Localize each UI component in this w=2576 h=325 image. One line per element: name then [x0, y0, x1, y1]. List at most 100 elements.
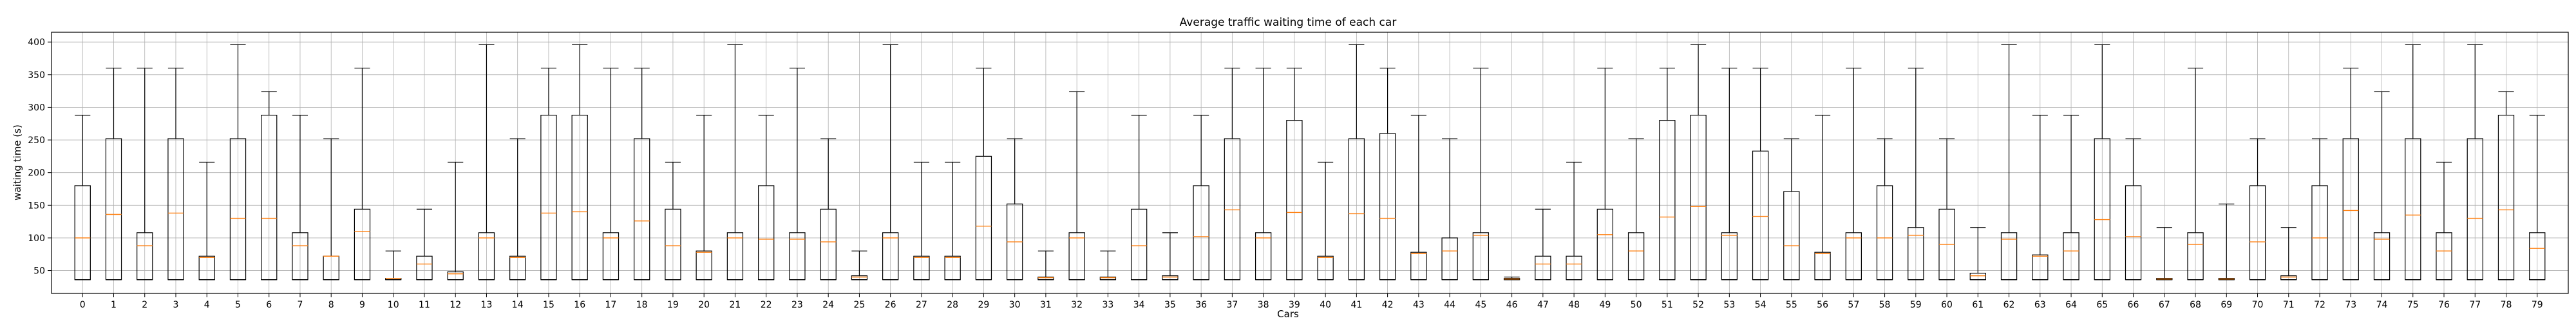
box-plot-car-76: [2436, 161, 2452, 281]
box-rect: [447, 271, 464, 281]
box-rect: [137, 232, 153, 281]
box-rect: [1566, 255, 1582, 281]
box-rect: [2032, 254, 2049, 281]
x-tick-label: 51: [1662, 300, 1673, 310]
y-tick-label: 400: [28, 37, 45, 48]
box-rect: [74, 185, 91, 281]
x-tick-label: 3: [173, 300, 179, 310]
box-rect: [2125, 185, 2142, 281]
y-tick-label: 200: [28, 168, 45, 179]
box-plot-car-35: [1162, 232, 1179, 281]
grid-lines: [52, 32, 2568, 293]
box-plot-car-29: [975, 68, 992, 281]
x-tick-label: 4: [204, 300, 210, 310]
box-plot-car-39: [1286, 68, 1303, 281]
x-tick-label: 69: [2221, 300, 2232, 310]
box-rect: [1255, 232, 1272, 281]
x-axis-label: Cars: [1277, 308, 1299, 320]
box-plot-car-25: [851, 250, 868, 281]
box-plot-car-63: [2032, 114, 2049, 281]
box-rect: [1752, 150, 1769, 281]
box-plot-car-11: [416, 208, 433, 281]
x-tick-label: 48: [1568, 300, 1580, 310]
box-rect: [2529, 232, 2546, 281]
x-tick-label: 11: [419, 300, 430, 310]
x-tick-label: 1: [111, 300, 117, 310]
x-tick-label: 29: [978, 300, 989, 310]
box-plot-car-70: [2249, 138, 2266, 281]
x-tick-label: 21: [730, 300, 741, 310]
box-rect: [975, 155, 992, 281]
box-plot-car-79: [2529, 114, 2546, 281]
box-plot-car-6: [261, 91, 278, 281]
box-rect: [229, 138, 247, 281]
box-rect: [509, 255, 526, 281]
box-plot-car-62: [2000, 44, 2018, 281]
x-tick-label: 36: [1195, 300, 1207, 310]
box-rect: [1224, 138, 1241, 281]
box-rect: [2000, 232, 2018, 281]
box-plot-car-43: [1410, 114, 1427, 281]
box-rect: [2405, 138, 2421, 281]
box-rect: [105, 138, 122, 281]
x-tick-label: 56: [1817, 300, 1828, 310]
box-plot-car-74: [2373, 91, 2391, 281]
x-tick-label: 76: [2438, 300, 2450, 310]
x-tick-label: 53: [1723, 300, 1735, 310]
box-plot-car-18: [634, 68, 650, 281]
box-rect: [1596, 208, 1614, 281]
box-rect: [2467, 138, 2483, 281]
box-rect: [571, 114, 588, 281]
box-rect: [882, 232, 899, 281]
x-tick-label: 35: [1164, 300, 1176, 310]
box-rect: [1162, 275, 1179, 281]
box-rect: [1099, 277, 1117, 281]
box-plot-car-37: [1224, 68, 1241, 281]
y-tick-label: 50: [33, 266, 45, 277]
x-tick-label: 75: [2407, 300, 2419, 310]
box-rect: [1659, 120, 1676, 281]
x-tick-label: 74: [2376, 300, 2388, 310]
box-plot-car-23: [789, 68, 806, 281]
x-tick-label: 30: [1009, 300, 1021, 310]
box-plot-car-36: [1193, 114, 1209, 281]
x-tick-label: 12: [450, 300, 461, 310]
box-plot-car-9: [354, 68, 371, 281]
box-rect: [634, 138, 650, 281]
box-rect: [1969, 273, 1986, 281]
box-plot-car-72: [2311, 138, 2328, 281]
x-tick-label: 70: [2252, 300, 2264, 310]
y-axis-label: waiting time (s): [12, 124, 23, 201]
box-plot-car-32: [1068, 91, 1085, 281]
box-rect: [1783, 191, 1800, 281]
x-tick-label: 43: [1413, 300, 1425, 310]
box-plot-car-64: [2063, 114, 2079, 281]
box-plot-car-33: [1099, 250, 1117, 281]
box-plot-car-75: [2405, 44, 2421, 281]
box-plot-car-17: [602, 68, 620, 281]
box-rect: [2497, 114, 2515, 281]
x-tick-label: 45: [1475, 300, 1486, 310]
box-rect: [167, 138, 184, 281]
box-plot-car-73: [2342, 68, 2359, 281]
y-tick-label: 250: [28, 135, 45, 146]
box-plot-car-26: [882, 44, 899, 281]
x-tick-label: 54: [1755, 300, 1766, 310]
box-plot-car-28: [944, 161, 961, 281]
box-plot-car-22: [758, 114, 775, 281]
box-rect: [820, 208, 837, 281]
box-rect: [2280, 275, 2297, 281]
box-plot-car-54: [1752, 68, 1769, 281]
x-tick-label: 20: [698, 300, 710, 310]
box-rect: [2249, 185, 2266, 281]
box-rect: [1535, 255, 1551, 281]
box-rect: [292, 232, 308, 281]
box-plots: [74, 44, 2546, 281]
box-plot-car-19: [665, 161, 681, 281]
box-rect: [758, 185, 775, 281]
x-tick-label: 18: [636, 300, 648, 310]
box-plot-car-1: [105, 68, 122, 281]
box-rect: [789, 232, 806, 281]
x-tick-label: 37: [1226, 300, 1238, 310]
